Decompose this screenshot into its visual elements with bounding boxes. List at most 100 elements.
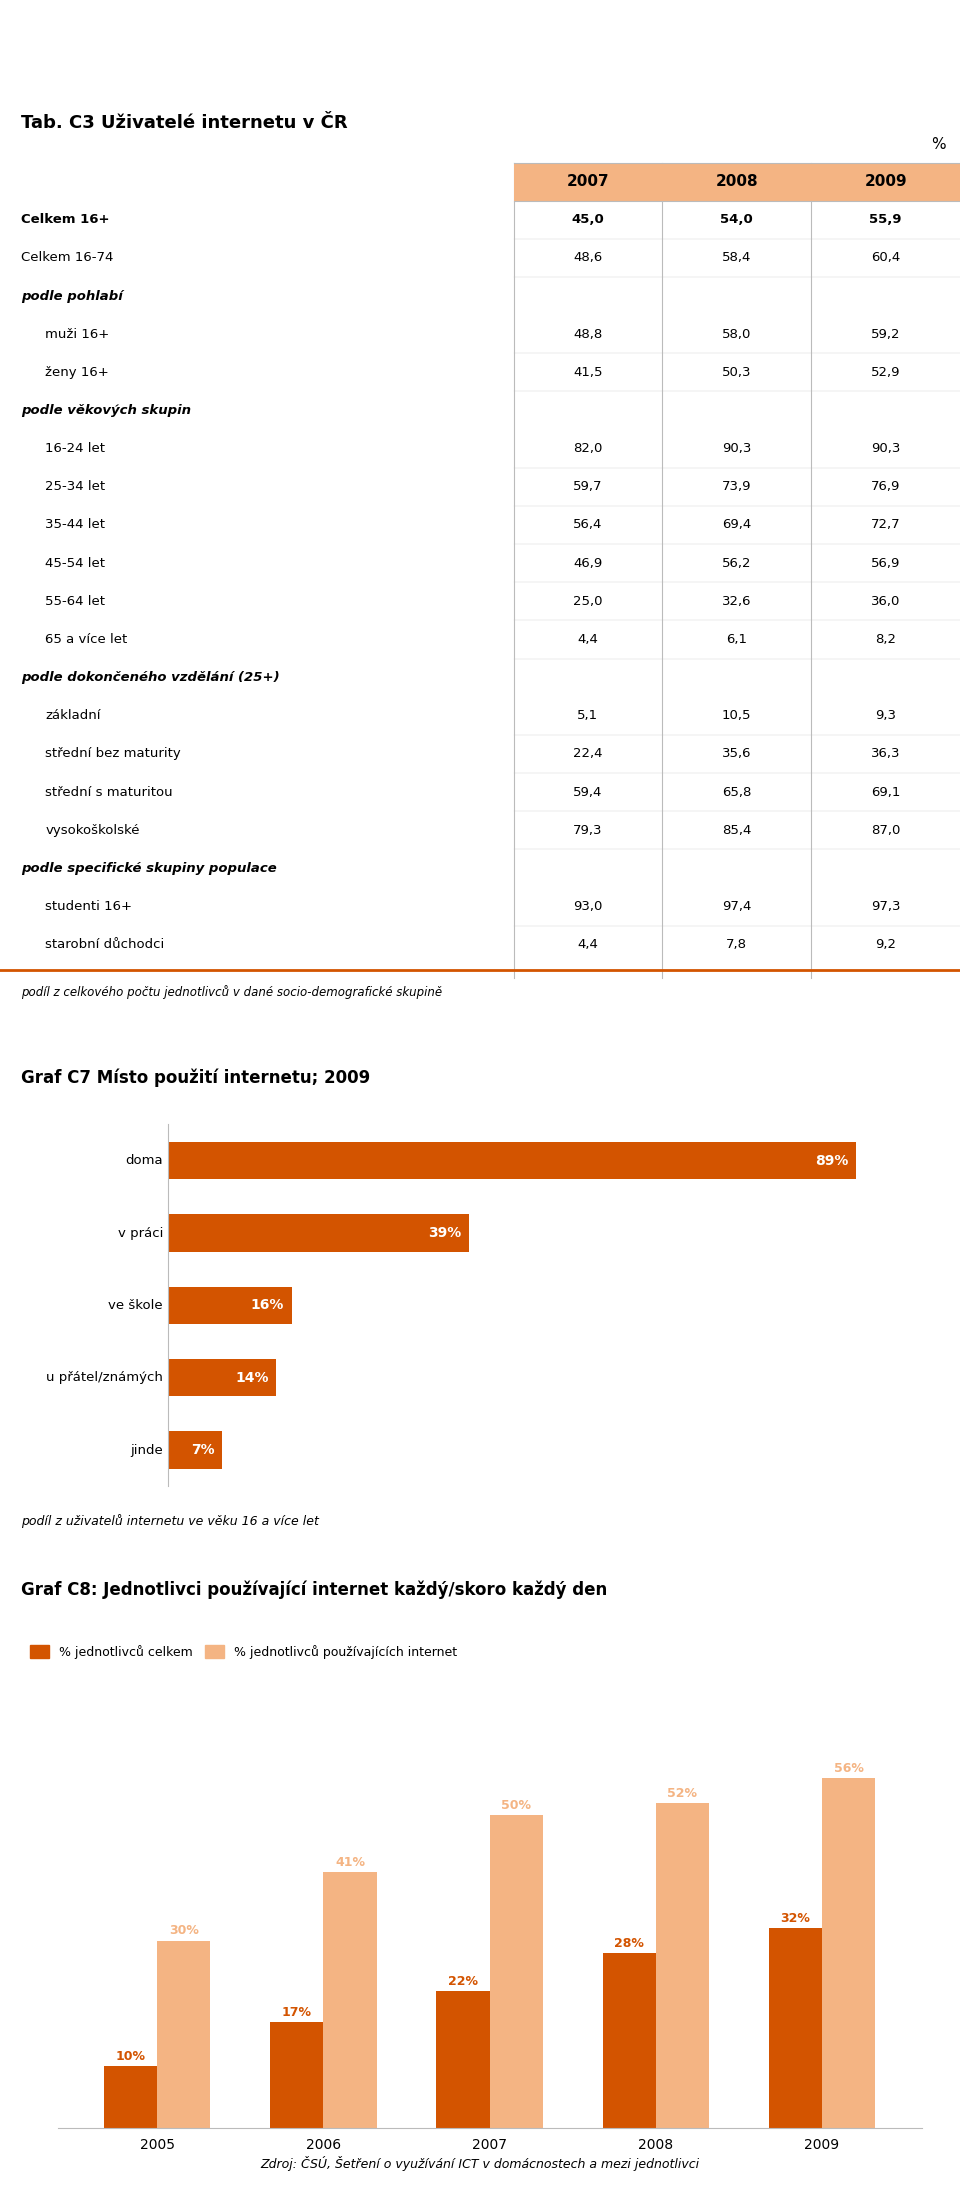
Text: starobní důchodci: starobní důchodci [45, 938, 164, 951]
Text: 55,9: 55,9 [870, 213, 901, 226]
Text: podíl z celkového počtu jednotlivců v dané socio-demografické skupině: podíl z celkového počtu jednotlivců v da… [21, 984, 443, 1000]
Text: 45-54 let: 45-54 let [45, 557, 106, 570]
Bar [490, 1815, 542, 2128]
Text: 59,2: 59,2 [871, 329, 900, 340]
Bar [514, 162, 960, 202]
Text: střední bez maturity: střední bez maturity [45, 747, 180, 761]
Text: základní: základní [45, 710, 101, 721]
Text: 69,1: 69,1 [871, 785, 900, 798]
Text: 36,3: 36,3 [871, 747, 900, 761]
Text: 41%: 41% [335, 1854, 365, 1868]
Text: 4,4: 4,4 [578, 938, 598, 951]
Text: 7%: 7% [191, 1442, 214, 1458]
Bar [104, 2065, 157, 2128]
Text: 32,6: 32,6 [722, 594, 752, 607]
Text: 10%: 10% [116, 2050, 146, 2063]
Text: 60,4: 60,4 [871, 252, 900, 265]
Text: 45,0: 45,0 [571, 213, 605, 226]
Bar [324, 1872, 376, 2128]
Text: 35-44 let: 35-44 let [45, 520, 106, 530]
Text: 48,6: 48,6 [573, 252, 603, 265]
Text: 22%: 22% [448, 1975, 478, 1988]
Text: 76,9: 76,9 [871, 480, 900, 493]
Text: 32%: 32% [780, 1911, 810, 1925]
Text: 30%: 30% [169, 1925, 199, 1938]
Text: 22,4: 22,4 [573, 747, 603, 761]
Text: 72,7: 72,7 [871, 520, 900, 530]
Text: u přátel/známých: u přátel/známých [46, 1372, 163, 1383]
Text: podle pohlabí: podle pohlabí [21, 289, 123, 302]
Bar [168, 1359, 276, 1396]
Bar [168, 1431, 222, 1469]
Text: 36,0: 36,0 [871, 594, 900, 607]
Text: doma: doma [126, 1155, 163, 1166]
Text: 6,1: 6,1 [727, 633, 747, 647]
Text: 10,5: 10,5 [722, 710, 752, 721]
Text: 25,0: 25,0 [573, 594, 603, 607]
Text: 25-34 let: 25-34 let [45, 480, 106, 493]
Text: 35,6: 35,6 [722, 747, 752, 761]
Text: 56,9: 56,9 [871, 557, 900, 570]
Text: podle specifické skupiny populace: podle specifické skupiny populace [21, 861, 276, 875]
Bar [168, 1287, 292, 1324]
Text: 58,4: 58,4 [722, 252, 752, 265]
Bar [157, 1940, 210, 2128]
Text: jinde: jinde [131, 1445, 163, 1455]
Text: podle dokončeného vzdělání (25+): podle dokončeného vzdělání (25+) [21, 671, 279, 684]
Text: muži 16+: muži 16+ [45, 329, 109, 340]
Text: 97,4: 97,4 [722, 901, 752, 914]
Text: 90,3: 90,3 [871, 443, 900, 456]
Text: 87,0: 87,0 [871, 824, 900, 837]
Text: 93,0: 93,0 [573, 901, 603, 914]
Text: ženy 16+: ženy 16+ [45, 366, 108, 379]
Text: Graf C8: Jednotlivci používající internet každý/skoro každý den: Graf C8: Jednotlivci používající interne… [21, 1580, 608, 1600]
Text: Zdroj: ČSÚ, Šetření o využívání ICT v domácnostech a mezi jednotlivci: Zdroj: ČSÚ, Šetření o využívání ICT v do… [260, 2157, 700, 2170]
Bar [656, 1802, 708, 2128]
Text: 2008: 2008 [715, 173, 758, 189]
Text: 65 a více let: 65 a více let [45, 633, 128, 647]
Text: 52%: 52% [667, 1786, 697, 1800]
Text: 56,2: 56,2 [722, 557, 752, 570]
Text: 39%: 39% [428, 1225, 462, 1241]
Bar [168, 1214, 469, 1252]
Text: 28%: 28% [614, 1938, 644, 1951]
Text: 65,8: 65,8 [722, 785, 752, 798]
Text: 52,9: 52,9 [871, 366, 900, 379]
Text: Tab. C3 Uživatelé internetu v ČR: Tab. C3 Uživatelé internetu v ČR [21, 114, 348, 132]
Text: 73,9: 73,9 [722, 480, 752, 493]
Text: střední s maturitou: střední s maturitou [45, 785, 173, 798]
Text: 54,0: 54,0 [720, 213, 754, 226]
Text: 59,4: 59,4 [573, 785, 603, 798]
Text: 48,8: 48,8 [573, 329, 603, 340]
Text: 16-24 let: 16-24 let [45, 443, 106, 456]
Text: 89%: 89% [815, 1153, 848, 1168]
Text: 50,3: 50,3 [722, 366, 752, 379]
Text: 2009: 2009 [864, 173, 907, 189]
Bar [437, 1990, 490, 2128]
Text: podle věkových skupin: podle věkových skupin [21, 403, 191, 416]
Bar [769, 1929, 822, 2128]
Text: 59,7: 59,7 [573, 480, 603, 493]
Text: C  Jednotlivci: C Jednotlivci [24, 31, 228, 57]
Text: 85,4: 85,4 [722, 824, 752, 837]
Text: 46,9: 46,9 [573, 557, 603, 570]
Text: 17%: 17% [282, 2006, 312, 2019]
Text: studenti 16+: studenti 16+ [45, 901, 132, 914]
Text: Graf C7 Místo použití internetu; 2009: Graf C7 Místo použití internetu; 2009 [21, 1068, 371, 1087]
Text: 4,4: 4,4 [578, 633, 598, 647]
Text: 8,2: 8,2 [876, 633, 896, 647]
Text: 14%: 14% [235, 1370, 269, 1385]
Text: Celkem 16+: Celkem 16+ [21, 213, 109, 226]
Text: 56,4: 56,4 [573, 520, 603, 530]
Text: %: % [931, 138, 946, 151]
Bar [271, 2021, 324, 2128]
Text: Celkem 16-74: Celkem 16-74 [21, 252, 113, 265]
Text: 55-64 let: 55-64 let [45, 594, 106, 607]
Legend: % jednotlivců celkem, % jednotlivců používajících internet: % jednotlivců celkem, % jednotlivců použ… [26, 1640, 463, 1664]
Text: vysokoškolské: vysokoškolské [45, 824, 139, 837]
Text: 79,3: 79,3 [573, 824, 603, 837]
Text: 97,3: 97,3 [871, 901, 900, 914]
Text: v práci: v práci [117, 1228, 163, 1238]
Text: 69,4: 69,4 [722, 520, 752, 530]
Text: 7,8: 7,8 [727, 938, 747, 951]
